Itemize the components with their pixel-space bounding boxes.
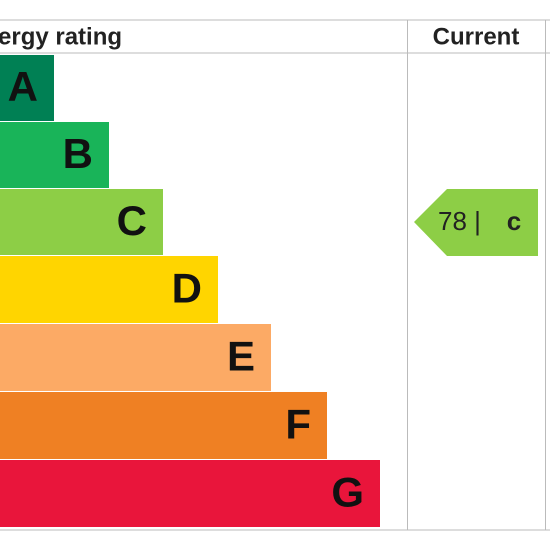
current-score: 78 | xyxy=(438,206,481,236)
current-arrow xyxy=(414,189,538,256)
band-letter: F xyxy=(285,401,311,448)
current-indicator: 78 | c xyxy=(414,189,538,256)
band-bar xyxy=(0,324,271,391)
band-bar xyxy=(0,256,218,323)
band-letter: A xyxy=(8,63,38,110)
header-title: ergy rating xyxy=(0,23,122,50)
band-bar xyxy=(0,55,54,121)
band-letter: E xyxy=(227,333,255,380)
current-band: c xyxy=(507,206,521,236)
band-letter: G xyxy=(331,469,364,516)
band-bar xyxy=(0,392,327,459)
band-letter: C xyxy=(117,197,147,244)
band-bar xyxy=(0,189,163,255)
band-letter: B xyxy=(63,130,93,177)
band-letter: D xyxy=(172,265,202,312)
band-bar xyxy=(0,122,109,188)
band-bar xyxy=(0,460,380,527)
header-current: Current xyxy=(433,23,520,50)
